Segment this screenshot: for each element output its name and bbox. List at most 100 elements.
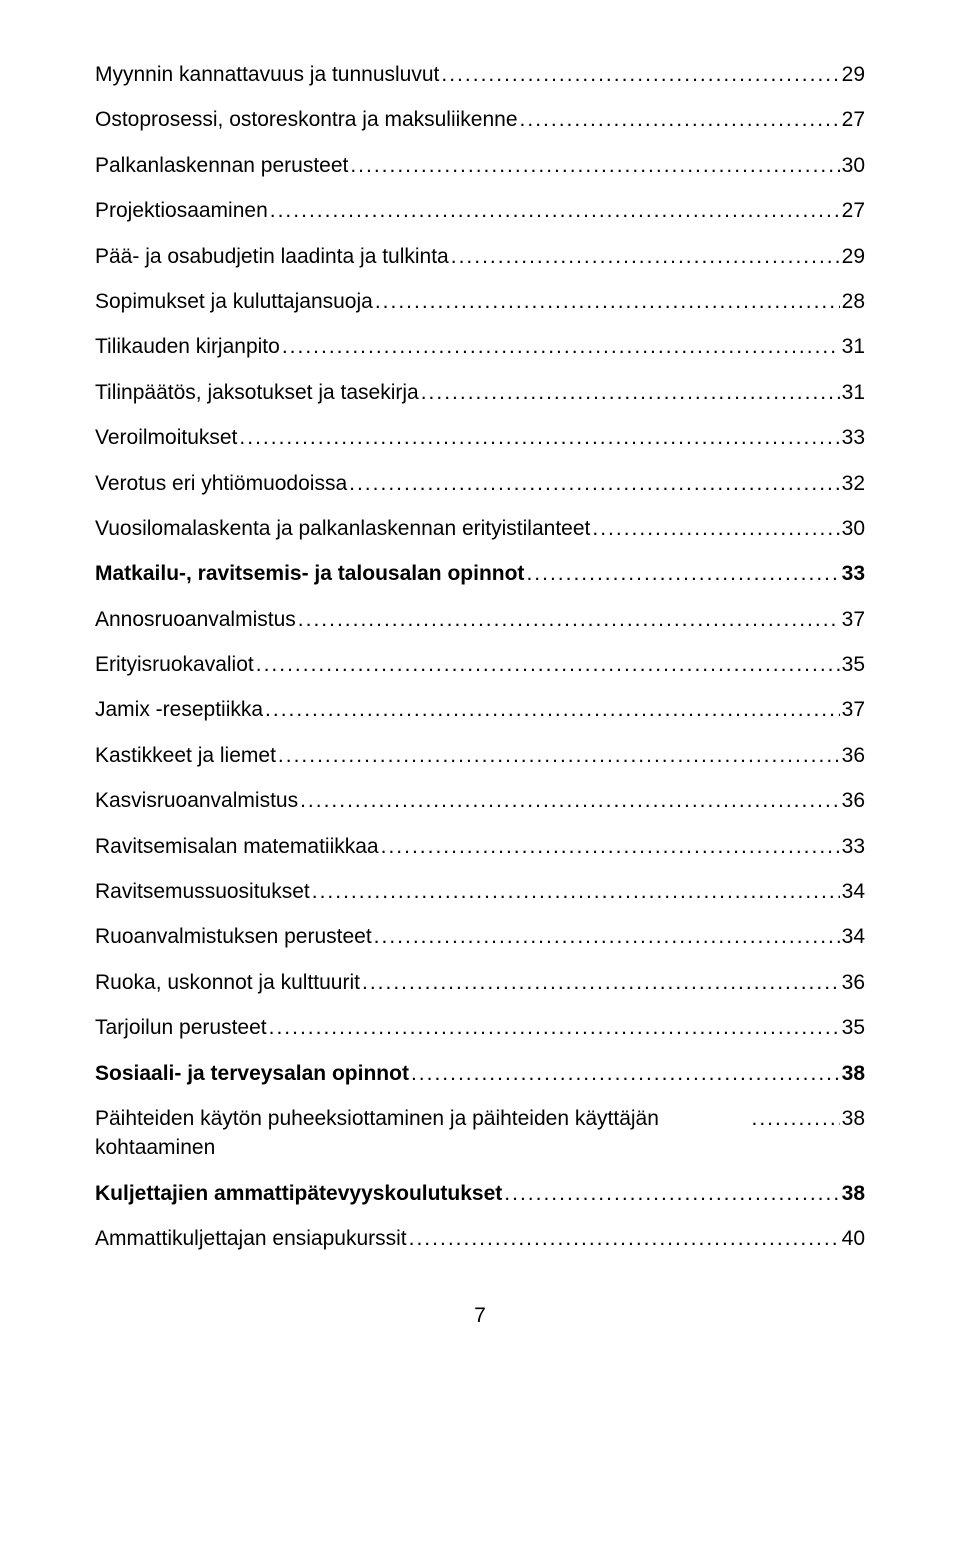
toc-entry-label: Ravitsemisalan matematiikkaa [95,832,379,861]
toc-leader-dots [282,332,840,361]
toc-leader-dots [409,1224,840,1253]
toc-entry-page: 29 [842,242,865,271]
toc-entry-label: Ostoprosessi, ostoreskontra ja maksuliik… [95,105,518,134]
toc-leader-dots [451,242,840,271]
toc-entry: Jamix -reseptiikka 37 [95,695,865,724]
toc-entry-label: Projektiosaaminen [95,196,268,225]
toc-entry: Pää- ja osabudjetin laadinta ja tulkinta… [95,242,865,271]
toc-entry: Ammattikuljettajan ensiapukurssit 40 [95,1224,865,1253]
toc-entry: Palkanlaskennan perusteet 30 [95,151,865,180]
toc-entry: Tilikauden kirjanpito 31 [95,332,865,361]
toc-entry: Tilinpäätös, jaksotukset ja tasekirja 31 [95,378,865,407]
toc-entry-label: Sopimukset ja kuluttajansuoja [95,287,373,316]
toc-leader-dots [300,786,840,815]
toc-entry-page: 37 [842,695,865,724]
toc-entry-page: 29 [842,60,865,89]
toc-entry-label: Tarjoilun perusteet [95,1013,267,1042]
toc-entry: Veroilmoitukset 33 [95,423,865,452]
toc-entry-label: Matkailu-, ravitsemis- ja talousalan opi… [95,559,524,588]
toc-leader-dots [374,922,840,951]
toc-entry: Erityisruokavaliot 35 [95,650,865,679]
toc-leader-dots [269,1013,840,1042]
toc-entry-label: Ammattikuljettajan ensiapukurssit [95,1224,407,1253]
toc-entry-label: Veroilmoitukset [95,423,237,452]
toc-entry-label: Vuosilomalaskenta ja palkanlaskennan eri… [95,514,590,543]
toc-leader-dots [298,605,840,634]
toc-leader-dots [526,559,839,588]
toc-entry-page: 28 [842,287,865,316]
toc-entry-label: Kastikkeet ja liemet [95,741,276,770]
toc-entry-label: Palkanlaskennan perusteet [95,151,348,180]
toc-entry-label: Erityisruokavaliot [95,650,254,679]
toc-entry-label: Sosiaali- ja terveysalan opinnot [95,1059,409,1088]
toc-entry-page: 33 [842,423,865,452]
toc-leader-dots [362,968,840,997]
toc-leader-dots [381,832,840,861]
toc-leader-dots [312,877,840,906]
toc-entry: Kuljettajien ammattipätevyyskoulutukset 3… [95,1179,865,1208]
toc-entry-label: Ravitsemussuositukset [95,877,310,906]
toc-leader-dots [265,695,840,724]
toc-entry-label: Ruoanvalmistuksen perusteet [95,922,372,951]
toc-leader-dots [278,741,840,770]
toc-entry-label: Päihteiden käytön puheeksiottaminen ja p… [95,1104,750,1163]
toc-leader-dots [421,378,840,407]
toc-entry-page: 31 [842,378,865,407]
toc-entry-label: Annosruoanvalmistus [95,605,296,634]
toc-entry: Kastikkeet ja liemet 36 [95,741,865,770]
toc-entry-page: 36 [842,741,865,770]
toc-entry-label: Tilikauden kirjanpito [95,332,280,361]
toc-entry: Päihteiden käytön puheeksiottaminen ja p… [95,1104,865,1163]
toc-entry-page: 31 [842,332,865,361]
toc-entry: Sopimukset ja kuluttajansuoja 28 [95,287,865,316]
toc-entry-label: Pää- ja osabudjetin laadinta ja tulkinta [95,242,449,271]
toc-entry-label: Jamix -reseptiikka [95,695,263,724]
toc-entry-page: 30 [842,151,865,180]
toc-leader-dots [504,1179,839,1208]
toc-leader-dots [239,423,839,452]
toc-leader-dots [256,650,840,679]
toc-entry-page: 36 [842,786,865,815]
toc-entry: Annosruoanvalmistus 37 [95,605,865,634]
toc-entry-page: 36 [842,968,865,997]
toc-entry-label: Kasvisruoanvalmistus [95,786,298,815]
toc-entry-page: 37 [842,605,865,634]
toc-entry: Vuosilomalaskenta ja palkanlaskennan eri… [95,514,865,543]
toc-entry-page: 27 [842,105,865,134]
toc-entry-page: 38 [842,1059,865,1088]
toc-entry-page: 38 [842,1179,865,1208]
toc-leader-dots [441,60,839,89]
toc-entry: Tarjoilun perusteet35 [95,1013,865,1042]
toc-leader-dots [520,105,840,134]
toc-entry: Ravitsemussuositukset 34 [95,877,865,906]
toc-leader-dots [411,1059,840,1088]
toc-leader-dots [350,151,839,180]
toc-entry-label: Tilinpäätös, jaksotukset ja tasekirja [95,378,419,407]
toc-entry-page: 40 [842,1224,865,1253]
toc-entry-page: 33 [842,559,865,588]
toc-leader-dots [592,514,839,543]
toc-entry: Ravitsemisalan matematiikkaa 33 [95,832,865,861]
toc-entry: Ruoka, uskonnot ja kulttuurit36 [95,968,865,997]
toc-entry: Kasvisruoanvalmistus 36 [95,786,865,815]
toc-entry: Verotus eri yhtiömuodoissa 32 [95,469,865,498]
toc-leader-dots [349,469,840,498]
toc-entry: Ostoprosessi, ostoreskontra ja maksuliik… [95,105,865,134]
toc-entry: Matkailu-, ravitsemis- ja talousalan opi… [95,559,865,588]
toc-entry: Myynnin kannattavuus ja tunnusluvut 29 [95,60,865,89]
toc-leader-dots [752,1104,840,1133]
toc-entry: Sosiaali- ja terveysalan opinnot 38 [95,1059,865,1088]
toc-entry-label: Kuljettajien ammattipätevyyskoulutukset [95,1179,502,1208]
toc-leader-dots [270,196,840,225]
toc-entry-label: Verotus eri yhtiömuodoissa [95,469,347,498]
toc-entry-page: 38 [842,1104,865,1133]
page-number: 7 [95,1304,865,1328]
toc-entry-page: 33 [842,832,865,861]
toc-entry: Projektiosaaminen 27 [95,196,865,225]
toc-entry-page: 27 [842,196,865,225]
toc-entry-page: 34 [842,877,865,906]
toc-entry-page: 32 [842,469,865,498]
toc-entry: Ruoanvalmistuksen perusteet34 [95,922,865,951]
toc-entry-label: Myynnin kannattavuus ja tunnusluvut [95,60,439,89]
toc-entry-page: 35 [842,650,865,679]
